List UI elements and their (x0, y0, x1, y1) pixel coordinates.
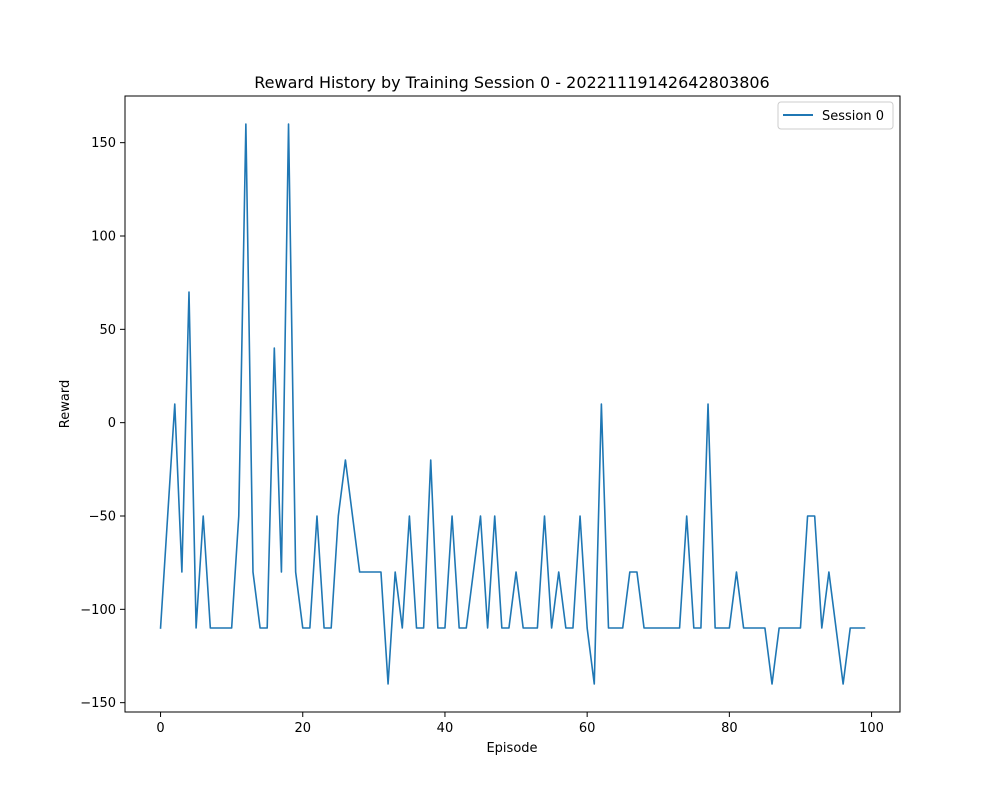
legend: Session 0 (777, 101, 894, 130)
y-tick-label: 50 (99, 323, 116, 338)
plot-area (159, 123, 866, 685)
y-tick-label: −100 (80, 603, 116, 618)
chart-title: Reward History by Training Session 0 - 2… (254, 73, 769, 92)
legend-label: Session 0 (822, 109, 884, 124)
y-tick-label: 150 (91, 136, 116, 151)
x-tick-label: 80 (721, 721, 738, 736)
x-tick-label: 0 (156, 721, 164, 736)
legend-box (777, 101, 894, 130)
y-axis-label: Reward (58, 380, 73, 428)
y-tick-label: −50 (89, 510, 116, 525)
x-tick-label: 60 (579, 721, 596, 736)
y-tick-label: 0 (108, 416, 116, 431)
y-tick-label: 100 (91, 230, 116, 245)
y-axis: −150 −100 −50 0 50 100 150 (80, 136, 125, 711)
x-axis: 0 20 40 60 80 100 (156, 712, 884, 736)
axes-frame (124, 95, 901, 713)
x-tick-label: 100 (859, 721, 884, 736)
y-tick-label: −150 (80, 696, 116, 711)
x-axis-label: Episode (486, 741, 537, 756)
x-tick-label: 40 (437, 721, 454, 736)
x-tick-label: 20 (294, 721, 311, 736)
series-line-0 (159, 123, 866, 685)
